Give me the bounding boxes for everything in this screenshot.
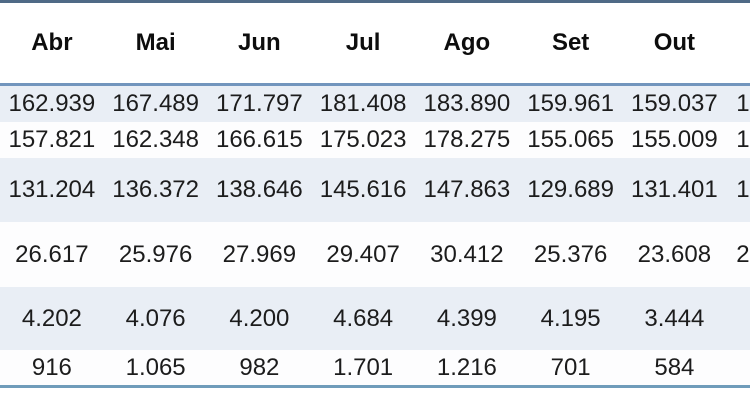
table-cell[interactable]: 162.348 [103, 122, 208, 158]
table-cell[interactable]: 1.065 [103, 350, 208, 388]
table-cell[interactable]: 171.797 [207, 84, 312, 122]
table-cell[interactable]: 175.023 [311, 122, 415, 158]
table-cell[interactable]: 157.821 [0, 122, 104, 158]
table-cell[interactable]: 166.615 [207, 122, 312, 158]
table-cell[interactable]: 30.412 [415, 222, 519, 287]
table-cell[interactable]: 29.407 [311, 222, 415, 287]
table-row: 131.204 136.372 138.646 145.616 147.863 … [0, 158, 750, 222]
table-cell[interactable]: 147.863 [415, 158, 519, 222]
table-row: 162.939 167.489 171.797 181.408 183.890 … [0, 84, 750, 122]
table-cell[interactable]: 4.076 [103, 287, 208, 350]
column-header-set[interactable]: Set [518, 1, 623, 86]
table-row: 916 1.065 982 1.701 1.216 701 584 [0, 350, 750, 388]
table-cell[interactable]: 159.037 [622, 84, 727, 122]
monthly-data-table: Abr Mai Jun Jul Ago Set Out 162.939 167.… [0, 0, 750, 388]
table-cell[interactable]: 25.376 [518, 222, 623, 287]
table-row: 26.617 25.976 27.969 29.407 30.412 25.37… [0, 222, 750, 287]
table-cell[interactable]: 4.200 [207, 287, 312, 350]
header-row: Abr Mai Jun Jul Ago Set Out [0, 1, 750, 86]
column-header-jul[interactable]: Jul [311, 1, 415, 86]
table-cell[interactable]: 145.616 [311, 158, 415, 222]
table-cell[interactable]: 584 [622, 350, 727, 388]
table-cell[interactable]: 4.202 [0, 287, 104, 350]
table-cell[interactable]: 131.204 [0, 158, 104, 222]
column-header-abr[interactable]: Abr [0, 1, 104, 86]
table-cell[interactable]: 4.195 [518, 287, 623, 350]
table-cell[interactable]: 27.969 [207, 222, 312, 287]
table-cell-clipped: 2 [726, 222, 750, 287]
table-cell[interactable]: 162.939 [0, 84, 104, 122]
table-cell-clipped: 1 [726, 84, 750, 122]
table-cell[interactable]: 155.009 [622, 122, 727, 158]
table-cell[interactable]: 136.372 [103, 158, 208, 222]
table-cell[interactable]: 155.065 [518, 122, 623, 158]
table-cell[interactable]: 701 [518, 350, 623, 388]
table-cell[interactable]: 178.275 [415, 122, 519, 158]
column-header-jun[interactable]: Jun [207, 1, 312, 86]
column-header-out[interactable]: Out [622, 1, 727, 86]
table-cell[interactable]: 131.401 [622, 158, 727, 222]
table-cell[interactable]: 4.684 [311, 287, 415, 350]
table-cell[interactable]: 916 [0, 350, 104, 388]
table-cell[interactable]: 1.216 [415, 350, 519, 388]
table-cell-clipped [726, 350, 750, 388]
table-cell[interactable]: 159.961 [518, 84, 623, 122]
column-header-clipped [726, 1, 750, 86]
column-header-ago[interactable]: Ago [415, 1, 519, 86]
table-cell[interactable]: 25.976 [103, 222, 208, 287]
table-cell[interactable]: 23.608 [622, 222, 727, 287]
table-cell[interactable]: 129.689 [518, 158, 623, 222]
table-row: 4.202 4.076 4.200 4.684 4.399 4.195 3.44… [0, 287, 750, 350]
table-cell-clipped: 1 [726, 122, 750, 158]
table-cell[interactable]: 138.646 [207, 158, 312, 222]
table-cell-clipped [726, 287, 750, 350]
table-cell[interactable]: 181.408 [311, 84, 415, 122]
table-cell[interactable]: 1.701 [311, 350, 415, 388]
table-cell[interactable]: 982 [207, 350, 312, 388]
table-cell[interactable]: 3.444 [622, 287, 727, 350]
table-cell[interactable]: 4.399 [415, 287, 519, 350]
table-cell[interactable]: 183.890 [415, 84, 519, 122]
table-cell[interactable]: 167.489 [103, 84, 208, 122]
column-header-mai[interactable]: Mai [103, 1, 208, 86]
table-row: 157.821 162.348 166.615 175.023 178.275 … [0, 122, 750, 158]
table-cell[interactable]: 26.617 [0, 222, 104, 287]
table-cell-clipped: 1 [726, 158, 750, 222]
